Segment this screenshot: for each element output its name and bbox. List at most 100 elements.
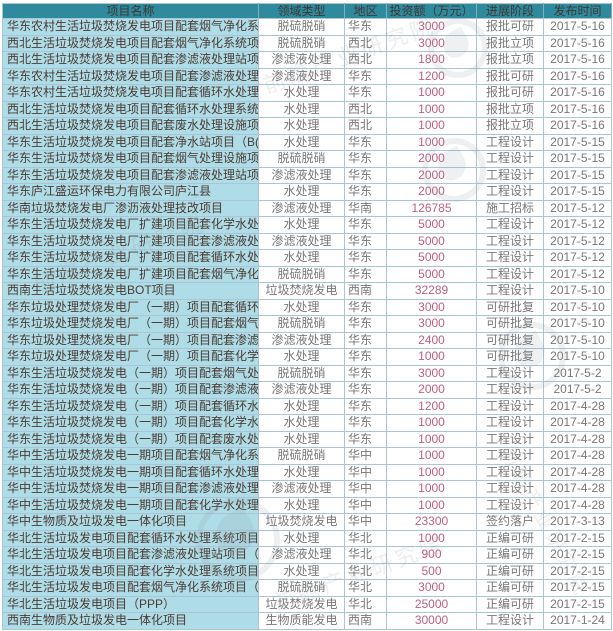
- cell-field-type: 水处理: [258, 100, 345, 118]
- cell-region: 西北: [344, 100, 387, 118]
- cell-region: 华北: [344, 579, 387, 597]
- cell-publish-date: 2017-5-16: [543, 117, 612, 135]
- table-row: 华中生活垃圾焚烧发电一期项目配套渗滤液处理 渗滤液处理 华中 1000 工程设计 2017…: [2, 480, 612, 498]
- cell-investment: 3000: [386, 298, 477, 316]
- cell-region: 华北: [344, 562, 387, 580]
- cell-investment: 25000: [386, 595, 477, 613]
- cell-project-name: 华中生活垃圾焚烧发电一期项目配套烟气净化系: [2, 447, 259, 465]
- cell-project-name: 西北生活垃圾焚烧发电项目配套循环水处理系统: [2, 100, 259, 118]
- cell-project-name: 华东垃圾处理焚烧发电厂（一期）项目配套烟气: [2, 315, 259, 333]
- cell-region: 华东: [344, 298, 387, 316]
- cell-investment: 1200: [386, 67, 477, 85]
- cell-publish-date: 2017-5-15: [543, 150, 612, 168]
- cell-region: 华东: [344, 166, 387, 184]
- header-row: 项目名称 领域类型 地区 投资额（万元） 进展阶段 发布时间: [2, 3, 612, 19]
- cell-investment: 1000: [386, 100, 477, 118]
- cell-publish-date: 2017-2-15: [543, 562, 612, 580]
- cell-publish-date: 2017-5-12: [543, 199, 612, 217]
- table-row: 华东生活垃圾焚烧发电（一期）项目配套化学水 水处理 华东 1000 工程设计 2017-4…: [2, 414, 612, 432]
- cell-region: 华东: [344, 67, 387, 85]
- cell-publish-date: 2017-5-10: [543, 315, 612, 333]
- cell-field-type: 渗滤液处理: [258, 381, 345, 399]
- cell-region: 华东: [344, 216, 387, 234]
- cell-region: 华中: [344, 463, 387, 481]
- cell-region: 华东: [344, 84, 387, 102]
- cell-region: 华中: [344, 496, 387, 514]
- cell-publish-date: 2017-5-2: [543, 364, 612, 382]
- cell-field-type: 渗滤液处理: [258, 480, 345, 498]
- table-row: 华北生活垃圾发电项目（PPP） 垃圾焚烧发电 华北 25000 正编可研 2017-2-1…: [2, 595, 612, 613]
- cell-stage: 可研批复: [476, 298, 544, 316]
- cell-publish-date: 2017-5-15: [543, 133, 612, 151]
- cell-publish-date: 2017-4-28: [543, 480, 612, 498]
- table-row: 华中生活垃圾焚烧发电一期项目配套循环水处理 水处理 华中 1000 工程设计 2017-4…: [2, 463, 612, 481]
- cell-field-type: 水处理: [258, 397, 345, 415]
- table-row: 华东垃圾处理焚烧发电厂（一期）项目配套烟气 脱硫脱硝 华东 3000 可研批复 2017-…: [2, 315, 612, 333]
- cell-stage: 工程设计: [476, 381, 544, 399]
- cell-stage: 工程设计: [476, 249, 544, 267]
- cell-field-type: 脱硫脱硝: [258, 579, 345, 597]
- cell-stage: 工程设计: [476, 166, 544, 184]
- cell-investment: 30000: [386, 612, 477, 630]
- table-row: 华北生活垃圾发电项目配套化学水处理系统项目 水处理 华北 500 正编可研 2017-2-…: [2, 562, 612, 580]
- cell-publish-date: 2017-5-10: [543, 331, 612, 349]
- cell-stage: 报批可研: [476, 84, 544, 102]
- table-row: 华中生物质及垃圾发电一体化项目 垃圾焚烧发电 华中 23300 签约落户 2017-3-1…: [2, 513, 612, 531]
- cell-region: 华东: [344, 381, 387, 399]
- cell-project-name: 华东农村生活垃圾焚烧发电项目配套渗滤液处理: [2, 67, 259, 85]
- cell-field-type: 脱硫脱硝: [258, 265, 345, 283]
- cell-investment: 2000: [386, 166, 477, 184]
- cell-stage: 报批立项: [476, 100, 544, 118]
- cell-publish-date: 2017-5-12: [543, 265, 612, 283]
- cell-stage: 施工招标: [476, 199, 544, 217]
- column-header-project-name: 项目名称: [2, 3, 259, 19]
- cell-investment: 3000: [386, 34, 477, 52]
- cell-project-name: 华中生活垃圾焚烧发电一期项目配套化学水处理: [2, 496, 259, 514]
- cell-field-type: 水处理: [258, 216, 345, 234]
- cell-stage: 正编可研: [476, 595, 544, 613]
- cell-project-name: 华东农村生活垃圾焚烧发电项目配套烟气净化系: [2, 18, 259, 36]
- cell-publish-date: 2017-4-28: [543, 463, 612, 481]
- cell-region: 华东: [344, 348, 387, 366]
- cell-stage: 正编可研: [476, 529, 544, 547]
- cell-project-name: 华东生活垃圾焚烧发电厂扩建项目配套烟气净化: [2, 265, 259, 283]
- cell-field-type: 脱硫脱硝: [258, 364, 345, 382]
- table-row: 华东农村生活垃圾焚烧发电项目配套循环水处理 水处理 华东 1000 报批可研 2017-5…: [2, 84, 612, 102]
- table-row: 华北生活垃圾发电项目配套渗滤液处理站项目（ 渗滤液处理 华北 900 正编可研 2017-…: [2, 546, 612, 564]
- table-row: 华东生活垃圾焚烧发电厂扩建项目配套烟气净化 脱硫脱硝 华东 5000 工程设计 2017-…: [2, 265, 612, 283]
- cell-investment: 3000: [386, 18, 477, 36]
- cell-region: 华东: [344, 232, 387, 250]
- cell-stage: 工程设计: [476, 480, 544, 498]
- table-row: 华东垃圾处理焚烧发电厂（一期）项目配套化学 水处理 华东 1000 可研批复 2017-5…: [2, 348, 612, 366]
- table-row: 西南生活垃圾焚烧发电BOT项目 垃圾焚烧发电 西南 32289 工程设计 2017-5-1…: [2, 282, 612, 300]
- cell-publish-date: 2017-5-15: [543, 183, 612, 201]
- cell-investment: 1000: [386, 133, 477, 151]
- cell-project-name: 华中生活垃圾焚烧发电一期项目配套渗滤液处理: [2, 480, 259, 498]
- cell-field-type: 水处理: [258, 430, 345, 448]
- cell-publish-date: 2017-5-2: [543, 381, 612, 399]
- cell-field-type: 水处理: [258, 133, 345, 151]
- table-row: 华东生活垃圾焚烧发电项目配套净水站项目（B(水处理 华东 1000 工程设计 2017-…: [2, 133, 612, 151]
- cell-investment: 23300: [386, 513, 477, 531]
- cell-field-type: 水处理: [258, 348, 345, 366]
- cell-investment: 2000: [386, 150, 477, 168]
- cell-region: 华南: [344, 199, 387, 217]
- cell-investment: 1000: [386, 84, 477, 102]
- cell-investment: 5000: [386, 232, 477, 250]
- cell-region: 华中: [344, 447, 387, 465]
- cell-stage: 正编可研: [476, 562, 544, 580]
- table-row: 西北生活垃圾焚烧发电项目配套渗滤液处理站项 渗滤液处理 西北 1800 报批立项 2017…: [2, 51, 612, 69]
- cell-region: 华北: [344, 529, 387, 547]
- cell-project-name: 华东农村生活垃圾焚烧发电项目配套循环水处理: [2, 84, 259, 102]
- table-row: 华东生活垃圾焚烧发电（一期）项目配套废水处 水处理 华东 1000 工程设计 2017-4…: [2, 430, 612, 448]
- table-row: 华东农村生活垃圾焚烧发电项目配套烟气净化系 脱硫脱硝 华东 3000 报批可研 2017-…: [2, 18, 612, 36]
- cell-field-type: 脱硫脱硝: [258, 18, 345, 36]
- cell-field-type: 脱硫脱硝: [258, 150, 345, 168]
- cell-stage: 可研批复: [476, 331, 544, 349]
- cell-region: 西南: [344, 612, 387, 630]
- cell-investment: 5000: [386, 265, 477, 283]
- cell-project-name: 华东垃圾处理焚烧发电厂（一期）项目配套循环: [2, 298, 259, 316]
- cell-publish-date: 2017-5-15: [543, 166, 612, 184]
- cell-publish-date: 2017-5-16: [543, 67, 612, 85]
- cell-investment: 500: [386, 562, 477, 580]
